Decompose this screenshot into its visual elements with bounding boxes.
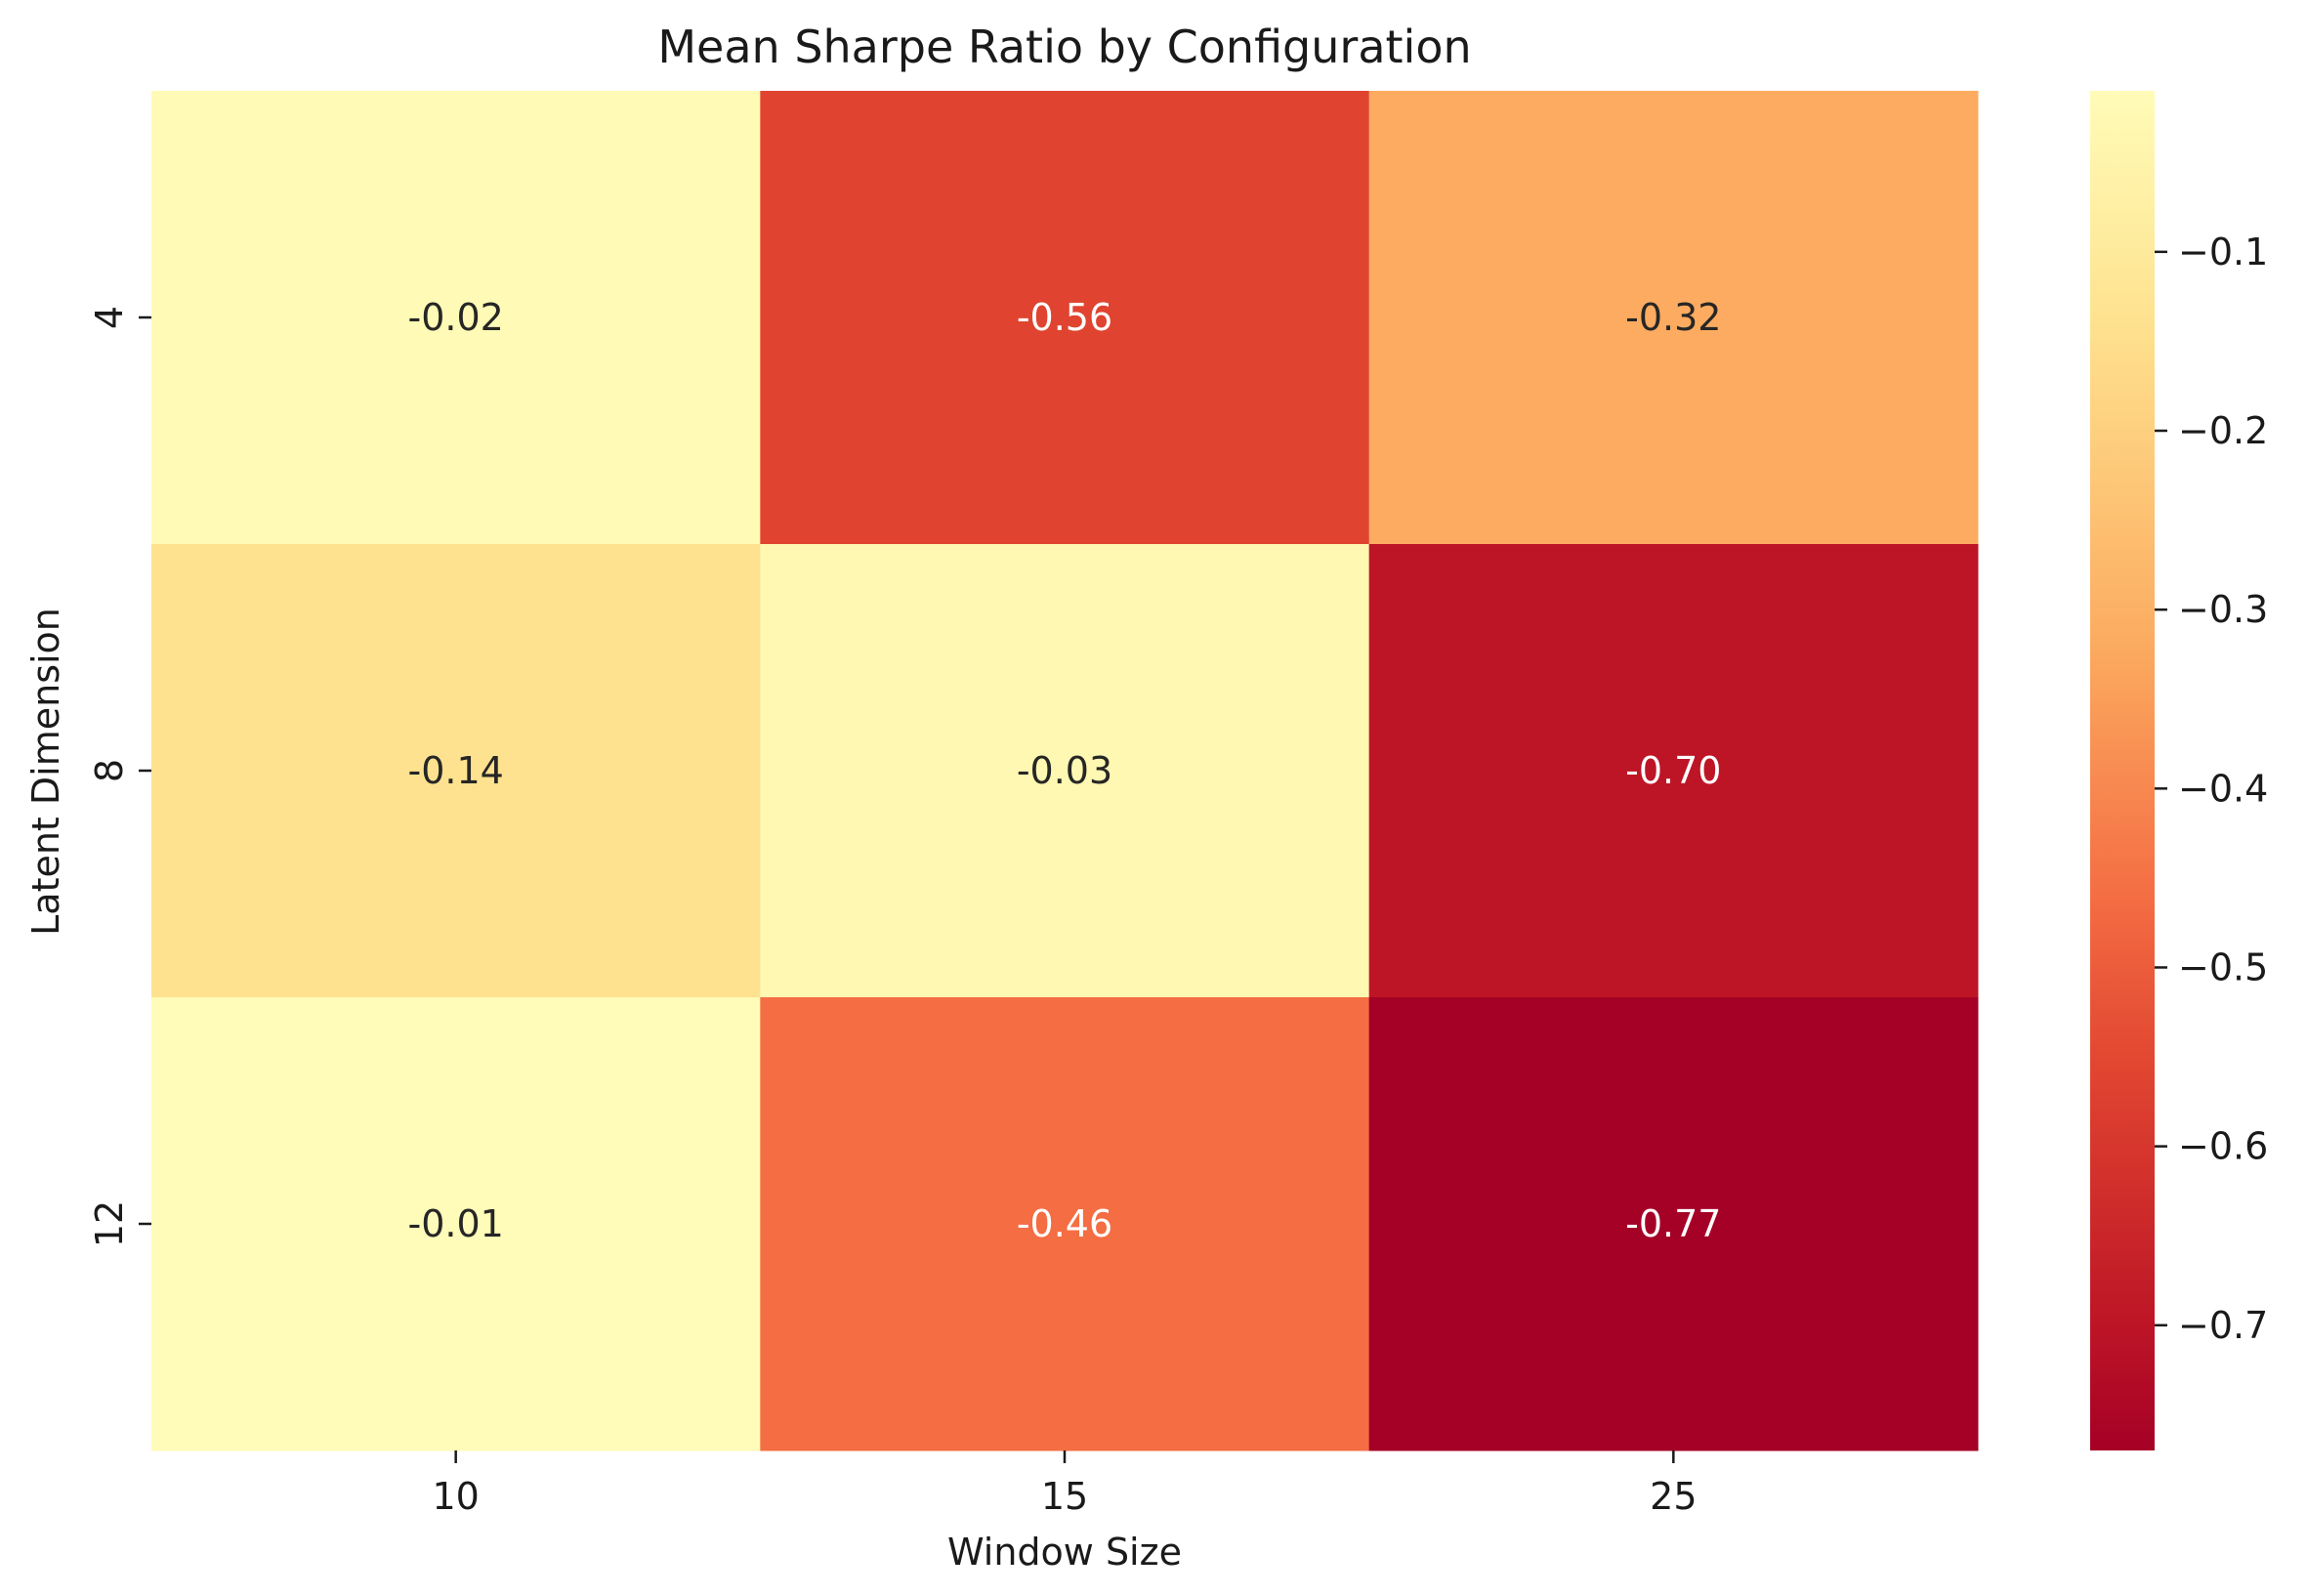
- x-axis-ticks: 10 15 25: [432, 1450, 1698, 1518]
- cell-value-label: -0.03: [1017, 749, 1112, 792]
- colorbar-tick-label: −0.4: [2178, 767, 2268, 810]
- x-tick-label: 25: [1650, 1475, 1697, 1518]
- heatmap-cell-8-10: [151, 544, 761, 998]
- heatmap-cell-4-25: [1368, 91, 1979, 545]
- cell-value-label: -0.77: [1625, 1202, 1721, 1245]
- colorbar: [2090, 91, 2155, 1450]
- heatmap-cell-8-15: [760, 544, 1370, 998]
- colorbar-tick-label: −0.2: [2178, 409, 2268, 452]
- cell-value-label: -0.46: [1017, 1202, 1112, 1245]
- y-tick-label: 12: [88, 1200, 131, 1247]
- chart-title: Mean Sharpe Ratio by Configuration: [657, 21, 1471, 73]
- colorbar-tick-label: −0.7: [2178, 1304, 2268, 1347]
- cell-value-label: -0.32: [1625, 296, 1721, 339]
- heatmap-cell-labels: -0.02 -0.56 -0.32 -0.14 -0.03 -0.70 -0.01 -0.46…: [408, 296, 1722, 1245]
- heatmap-cell-12-25: [1368, 997, 1979, 1451]
- x-axis-label: Window Size: [947, 1531, 1182, 1574]
- heatmap-cell-8-25: [1368, 544, 1979, 998]
- x-tick-label: 10: [432, 1475, 479, 1518]
- cell-value-label: -0.56: [1017, 296, 1112, 339]
- y-axis-label: Latent Dimension: [24, 608, 67, 936]
- heatmap-cells: [151, 91, 1979, 1451]
- colorbar-tick-label: −0.5: [2178, 945, 2268, 988]
- cell-value-label: -0.14: [408, 749, 504, 792]
- x-tick-label: 15: [1041, 1475, 1088, 1518]
- colorbar-tick-label: −0.3: [2178, 588, 2268, 631]
- colorbar-tick-label: −0.1: [2178, 231, 2268, 273]
- heatmap-cell-12-10: [151, 997, 761, 1451]
- y-tick-label: 4: [88, 306, 131, 329]
- colorbar-tick-label: −0.6: [2178, 1125, 2268, 1168]
- heatmap-cell-4-10: [151, 91, 761, 545]
- cell-value-label: -0.70: [1625, 749, 1721, 792]
- y-axis-ticks: 4 8 12: [88, 306, 151, 1247]
- heatmap-cell-4-15: [760, 91, 1370, 545]
- colorbar-ticks: −0.1 −0.2 −0.3 −0.4 −0.5 −0.6 −0.7: [2155, 231, 2268, 1347]
- y-tick-label: 8: [88, 759, 131, 782]
- cell-value-label: -0.02: [408, 296, 504, 339]
- heatmap-cell-12-15: [760, 997, 1370, 1451]
- cell-value-label: -0.01: [408, 1202, 504, 1245]
